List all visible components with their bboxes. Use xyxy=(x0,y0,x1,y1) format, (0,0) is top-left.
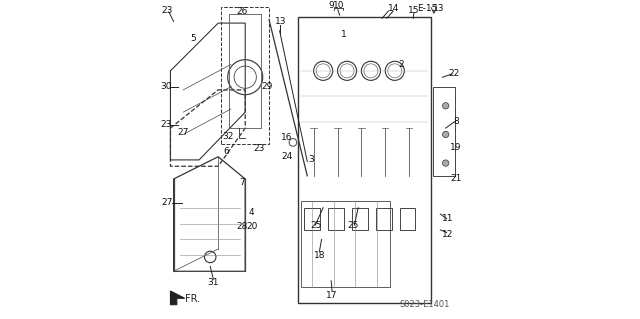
Text: 29: 29 xyxy=(262,82,273,91)
Text: 14: 14 xyxy=(387,4,399,13)
Text: 21: 21 xyxy=(451,174,462,183)
Bar xyxy=(433,87,455,176)
Text: 22: 22 xyxy=(448,70,460,78)
Text: 13: 13 xyxy=(275,17,286,26)
Text: 12: 12 xyxy=(442,230,453,239)
Text: 23: 23 xyxy=(161,6,173,15)
Text: 28: 28 xyxy=(236,222,248,231)
Text: 3: 3 xyxy=(308,155,314,164)
Polygon shape xyxy=(170,291,185,305)
Text: 32: 32 xyxy=(222,131,234,141)
Text: 16: 16 xyxy=(281,133,292,142)
Circle shape xyxy=(442,131,449,137)
Text: 2: 2 xyxy=(398,60,404,69)
Text: 1: 1 xyxy=(341,30,347,39)
Circle shape xyxy=(442,103,449,109)
Text: 19: 19 xyxy=(451,143,462,152)
Text: FR.: FR. xyxy=(185,294,200,304)
Text: 5: 5 xyxy=(190,34,196,43)
Text: 23: 23 xyxy=(254,144,265,153)
Text: 24: 24 xyxy=(281,152,292,161)
Text: 20: 20 xyxy=(246,222,257,231)
Text: 15: 15 xyxy=(408,6,420,15)
Bar xyxy=(301,201,390,287)
Text: 18: 18 xyxy=(314,251,325,260)
Text: 17: 17 xyxy=(326,291,338,300)
Text: E-15: E-15 xyxy=(417,4,438,13)
Text: 8: 8 xyxy=(453,117,459,126)
Text: 27: 27 xyxy=(177,128,189,137)
Text: 23: 23 xyxy=(160,120,172,130)
Text: S023-E1401: S023-E1401 xyxy=(400,300,450,309)
Text: 27: 27 xyxy=(161,198,173,207)
Text: 31: 31 xyxy=(207,278,219,287)
Text: 6: 6 xyxy=(223,147,229,156)
Circle shape xyxy=(442,160,449,166)
Text: 25: 25 xyxy=(347,221,358,230)
Text: 10: 10 xyxy=(333,1,345,10)
Text: 13: 13 xyxy=(433,4,444,13)
Text: 11: 11 xyxy=(442,214,453,223)
Text: 9: 9 xyxy=(328,1,334,10)
Text: 4: 4 xyxy=(249,208,255,217)
Text: 25: 25 xyxy=(310,221,322,230)
Text: 7: 7 xyxy=(239,178,245,187)
Text: 30: 30 xyxy=(160,82,172,91)
Bar xyxy=(221,7,269,144)
Text: 26: 26 xyxy=(236,7,248,17)
